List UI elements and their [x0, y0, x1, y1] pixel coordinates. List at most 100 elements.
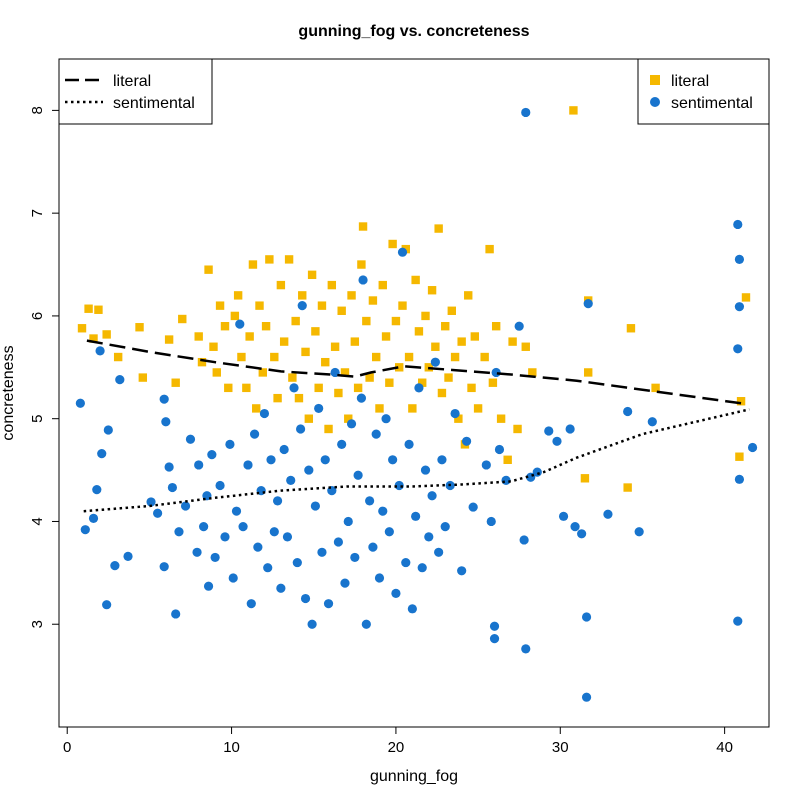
- x-tick-label: 0: [63, 739, 71, 756]
- sentimental-point: [486, 516, 496, 527]
- literal-point: [135, 323, 144, 332]
- literal-point: [395, 363, 404, 372]
- sentimental-point: [401, 557, 411, 568]
- literal-point: [350, 337, 360, 346]
- sentimental-point: [80, 525, 90, 535]
- literal-point: [242, 383, 251, 393]
- legend-sentimental-circle: [650, 97, 660, 107]
- literal-point: [215, 301, 225, 310]
- sentimental-point: [461, 436, 472, 446]
- sentimental-point: [350, 552, 360, 563]
- literal-point: [197, 357, 207, 367]
- sentimental-point: [164, 462, 174, 472]
- sentimental-point: [286, 475, 296, 485]
- literal-point: [418, 378, 427, 387]
- sentimental-point: [407, 604, 417, 614]
- sentimental-point: [115, 375, 125, 385]
- literal-point: [224, 383, 233, 393]
- literal-point: [381, 332, 391, 341]
- sentimental-point: [365, 496, 375, 506]
- literal-point: [441, 322, 450, 331]
- sentimental-point: [279, 444, 289, 455]
- sentimental-point: [153, 508, 163, 518]
- sentimental-point: [97, 449, 107, 459]
- literal-point: [447, 306, 457, 315]
- sentimental-point: [225, 439, 235, 449]
- literal-point: [467, 383, 476, 393]
- sentimental-point: [747, 442, 758, 453]
- point-legend-box: [637, 58, 770, 125]
- literal-point: [434, 224, 443, 233]
- literal-point: [378, 280, 387, 290]
- literal-point: [385, 378, 394, 387]
- sentimental-point: [489, 634, 500, 644]
- literal-point: [411, 275, 420, 285]
- literal-point: [307, 270, 317, 280]
- sentimental-point: [494, 444, 505, 455]
- literal-point: [735, 452, 744, 461]
- literal-point: [233, 291, 243, 300]
- sentimental-point: [521, 644, 531, 654]
- sentimental-point: [249, 429, 260, 439]
- literal-point: [736, 397, 746, 406]
- sentimental-point: [253, 542, 263, 552]
- sentimental-point: [243, 460, 253, 470]
- sentimental-point: [272, 496, 283, 506]
- trend-lines-layer: [83, 339, 750, 513]
- sentimental-point: [581, 692, 592, 702]
- literal-point: [279, 337, 289, 346]
- sentimental-point: [174, 527, 184, 537]
- sentimental-point: [92, 485, 102, 495]
- literal-point: [248, 260, 258, 269]
- sentimental-point: [289, 383, 299, 393]
- literal-point: [301, 347, 310, 357]
- sentimental-point: [310, 501, 320, 511]
- sentimental-point: [414, 383, 424, 393]
- sentimental-point: [292, 557, 302, 568]
- sentimental-point: [558, 511, 569, 521]
- literal-point: [431, 342, 440, 351]
- literal-point: [450, 352, 460, 362]
- sentimental-point: [203, 581, 214, 591]
- literal-point: [324, 424, 333, 434]
- sentimental-point: [411, 511, 421, 521]
- sentimental-point: [199, 522, 209, 532]
- sentimental-point: [374, 573, 385, 583]
- sentimental-point: [337, 439, 347, 449]
- sentimental-point: [103, 425, 113, 435]
- sentimental-point: [207, 450, 217, 460]
- legend-literal-line-label: literal: [113, 73, 151, 90]
- literal-point: [304, 414, 314, 423]
- literal-point: [398, 301, 407, 310]
- y-tick-label: 3: [29, 620, 46, 628]
- literal-point: [488, 378, 498, 387]
- literal-point: [178, 314, 187, 324]
- literal-point: [84, 304, 93, 313]
- sentimental-point: [734, 254, 745, 264]
- sentimental-point: [171, 609, 181, 619]
- sentimental-point: [634, 527, 644, 537]
- sentimental-point: [603, 509, 613, 519]
- literal-trend-line: [86, 339, 742, 405]
- literal-point: [357, 260, 366, 269]
- sentimental-point: [647, 417, 657, 427]
- sentimental-point: [231, 506, 242, 516]
- sentimental-point: [388, 455, 398, 465]
- legend-literal-square: [650, 75, 660, 85]
- sentimental-point: [282, 532, 293, 542]
- sentimental-point: [192, 547, 202, 557]
- sentimental-point: [521, 107, 531, 118]
- sentimental-point: [733, 219, 743, 230]
- sentimental-point: [269, 527, 279, 537]
- literal-point: [584, 368, 593, 377]
- y-tick-label: 5: [29, 415, 46, 423]
- literal-point: [353, 383, 363, 393]
- literal-point: [220, 322, 230, 331]
- sentimental-point: [220, 532, 230, 542]
- sentimental-point: [450, 408, 460, 419]
- literal-point: [94, 305, 103, 314]
- literal-point: [358, 222, 368, 231]
- literal-point: [276, 280, 286, 290]
- literal-point: [344, 414, 353, 423]
- y-tick-label: 7: [29, 209, 46, 217]
